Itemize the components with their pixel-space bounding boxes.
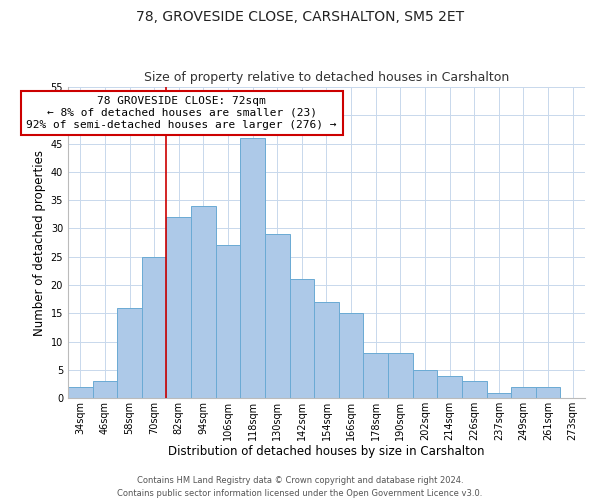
Bar [68,387,92,398]
Text: 78 GROVESIDE CLOSE: 72sqm
← 8% of detached houses are smaller (23)
92% of semi-d: 78 GROVESIDE CLOSE: 72sqm ← 8% of detach… [26,96,337,130]
Bar [487,392,511,398]
Text: Contains HM Land Registry data © Crown copyright and database right 2024.
Contai: Contains HM Land Registry data © Crown c… [118,476,482,498]
Bar [413,370,437,398]
Bar [437,376,462,398]
Bar [388,353,413,398]
Bar [511,387,536,398]
Bar [166,217,191,398]
Bar [462,381,487,398]
Bar [191,206,215,398]
Bar [240,138,265,398]
Title: Size of property relative to detached houses in Carshalton: Size of property relative to detached ho… [144,72,509,85]
Bar [364,353,388,398]
X-axis label: Distribution of detached houses by size in Carshalton: Distribution of detached houses by size … [168,444,485,458]
Bar [265,234,290,398]
Bar [142,257,166,398]
Bar [215,246,240,398]
Bar [536,387,560,398]
Y-axis label: Number of detached properties: Number of detached properties [34,150,46,336]
Bar [92,381,117,398]
Bar [290,280,314,398]
Text: 78, GROVESIDE CLOSE, CARSHALTON, SM5 2ET: 78, GROVESIDE CLOSE, CARSHALTON, SM5 2ET [136,10,464,24]
Bar [314,302,339,398]
Bar [339,314,364,398]
Bar [117,308,142,398]
